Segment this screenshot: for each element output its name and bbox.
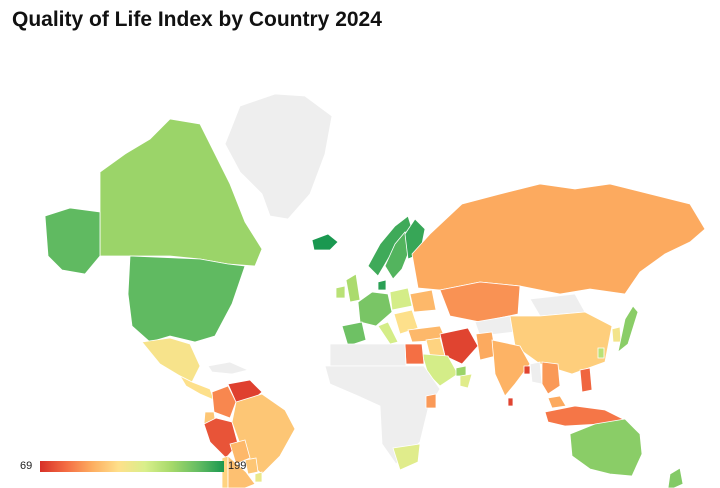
color-scale-legend bbox=[40, 461, 224, 472]
region-paraguay[interactable] bbox=[244, 457, 259, 475]
region-indochina[interactable] bbox=[541, 361, 561, 395]
region-russia[interactable] bbox=[411, 183, 706, 295]
region-italy[interactable] bbox=[377, 321, 399, 345]
region-mexico[interactable] bbox=[141, 337, 201, 383]
region-balkans[interactable] bbox=[393, 309, 419, 335]
map-title: Quality of Life Index by Country 2024 bbox=[12, 8, 382, 31]
region-north-africa[interactable] bbox=[329, 343, 407, 367]
region-argentina[interactable] bbox=[227, 455, 256, 488]
region-alaska[interactable] bbox=[44, 207, 101, 275]
region-greenland[interactable] bbox=[224, 93, 333, 220]
region-kenya[interactable] bbox=[425, 393, 437, 409]
region-bangladesh[interactable] bbox=[523, 365, 531, 375]
region-new-zealand[interactable] bbox=[667, 467, 684, 488]
region-western-europe[interactable] bbox=[357, 291, 393, 327]
region-south-africa[interactable] bbox=[392, 443, 421, 471]
region-kazakhstan[interactable] bbox=[439, 281, 521, 323]
region-philippines[interactable] bbox=[579, 367, 593, 393]
region-taiwan[interactable] bbox=[597, 347, 605, 359]
region-india[interactable] bbox=[491, 339, 531, 397]
region-korea[interactable] bbox=[611, 326, 622, 343]
region-caribbean[interactable] bbox=[207, 361, 250, 375]
region-usa[interactable] bbox=[127, 255, 246, 343]
region-egypt[interactable] bbox=[404, 343, 425, 365]
region-ukraine[interactable] bbox=[409, 289, 437, 313]
region-uk[interactable] bbox=[345, 273, 361, 303]
region-colombia[interactable] bbox=[211, 385, 237, 419]
region-poland[interactable] bbox=[389, 287, 413, 311]
region-denmark[interactable] bbox=[377, 279, 387, 291]
region-japan[interactable] bbox=[617, 305, 639, 354]
legend-max-label: 199 bbox=[228, 460, 247, 472]
region-oman[interactable] bbox=[459, 373, 473, 389]
region-ireland[interactable] bbox=[335, 285, 346, 299]
legend-gradient-bar bbox=[40, 461, 224, 472]
region-malaysia[interactable] bbox=[547, 395, 567, 409]
region-iceland[interactable] bbox=[311, 233, 339, 251]
region-uae[interactable] bbox=[455, 365, 467, 377]
region-central-america[interactable] bbox=[178, 375, 215, 401]
world-choropleth-map bbox=[44, 93, 706, 488]
region-iberia[interactable] bbox=[341, 321, 367, 347]
region-australia[interactable] bbox=[569, 418, 643, 477]
region-sri-lanka[interactable] bbox=[507, 397, 514, 407]
region-canada[interactable] bbox=[99, 118, 263, 267]
map-regions bbox=[44, 93, 706, 488]
region-sub-saharan-africa[interactable] bbox=[324, 365, 441, 465]
region-myanmar[interactable] bbox=[529, 361, 543, 385]
region-uruguay[interactable] bbox=[254, 471, 263, 483]
legend-min-label: 69 bbox=[20, 460, 33, 472]
region-bolivia[interactable] bbox=[229, 439, 251, 465]
